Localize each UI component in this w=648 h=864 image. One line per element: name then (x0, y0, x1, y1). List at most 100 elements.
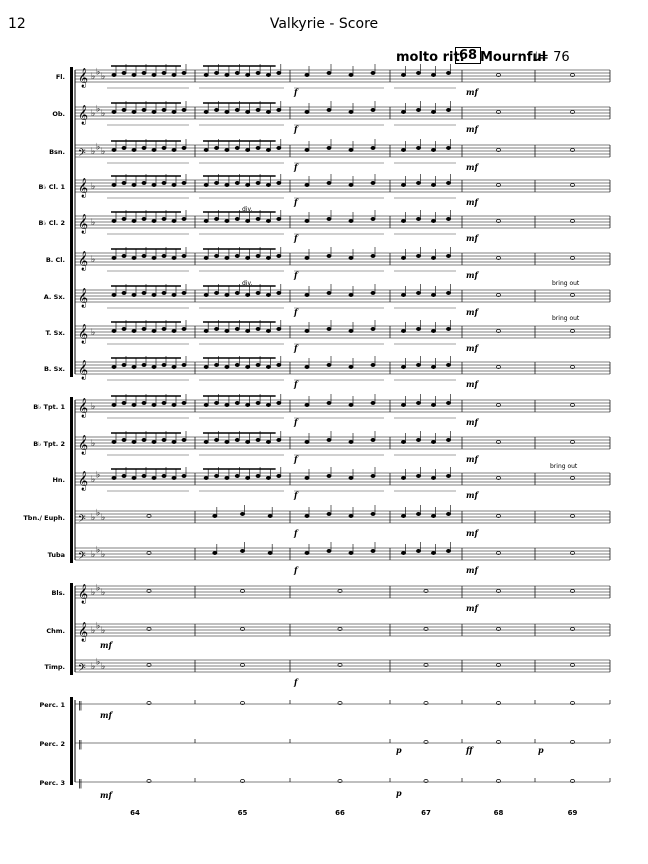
note-head (111, 183, 117, 187)
note-head (121, 474, 127, 478)
note-head (416, 549, 421, 553)
note-head (181, 108, 187, 112)
flat-icon: ♭ (91, 588, 95, 598)
flat-icon: ♭ (91, 147, 95, 157)
note-head (496, 551, 501, 555)
note-head (416, 401, 421, 405)
note-head (304, 440, 310, 444)
group-bracket (70, 397, 73, 563)
note-head (446, 363, 451, 367)
note-head (276, 181, 282, 185)
note-head (348, 514, 354, 518)
flat-icon: ♭ (91, 662, 95, 672)
note-head (151, 110, 157, 114)
note-head (181, 217, 187, 221)
flat-icon: ♭ (96, 105, 100, 115)
note-head (171, 440, 177, 444)
clef-icon: 𝄞 (78, 68, 88, 88)
note-head (245, 403, 251, 407)
flat-icon: ♭ (91, 626, 95, 636)
flat-icon: ♭ (101, 109, 105, 119)
clef-icon: 𝄞 (78, 324, 88, 344)
dynamic-marking: f (293, 87, 299, 97)
note-head (181, 291, 187, 295)
note-head (111, 329, 117, 333)
note-head (121, 217, 127, 221)
dynamic-marking: mf (466, 270, 479, 280)
instrument-label: B♭ Tpt. 1 (33, 403, 65, 411)
note-head (141, 254, 147, 258)
flat-icon: ♭ (101, 662, 105, 672)
note-head (265, 183, 271, 187)
flat-icon: ♭ (101, 147, 105, 157)
measure-number: 69 (568, 809, 578, 817)
note-head (234, 108, 240, 112)
note-head (234, 327, 240, 331)
flat-icon: ♭ (96, 546, 100, 556)
note-head (337, 701, 343, 705)
dynamic-marking: mf (466, 379, 479, 389)
note-head (401, 551, 406, 555)
dynamic-marking: f (293, 379, 299, 389)
note-head (326, 217, 332, 221)
instrument-label: Ob. (52, 110, 65, 118)
note-head (401, 403, 406, 407)
note-head (234, 217, 240, 221)
note-head (304, 73, 310, 77)
note-head (111, 403, 117, 407)
note-head (240, 512, 245, 516)
note-head (416, 474, 421, 478)
instrument-label: B. Sx. (44, 365, 65, 373)
note-head (111, 219, 117, 223)
note-head (255, 254, 261, 258)
note-head (265, 256, 271, 260)
note-head (203, 365, 209, 369)
bring-out-annotation: bring out (550, 463, 578, 470)
note-head (151, 476, 157, 480)
note-head (431, 514, 436, 518)
instrument-label: Bsn. (49, 148, 65, 156)
note-head (203, 183, 209, 187)
flat-icon: ♭ (91, 475, 95, 485)
note-head (496, 440, 501, 444)
note-head (224, 148, 230, 152)
note-head (234, 401, 240, 405)
note-head (131, 219, 137, 223)
instrument-label: Tbn./ Euph. (23, 514, 65, 522)
note-head (570, 589, 575, 593)
dynamic-marking: mf (466, 490, 479, 500)
note-head (446, 254, 451, 258)
note-head (255, 438, 261, 442)
dynamic-marking: mf (466, 565, 479, 575)
note-head (151, 256, 157, 260)
note-head (121, 71, 127, 75)
note-head (276, 71, 282, 75)
note-head (161, 217, 167, 221)
note-head (121, 108, 127, 112)
flat-icon: ♭ (96, 509, 100, 519)
dynamic-marking: f (293, 417, 299, 427)
note-head (304, 403, 310, 407)
note-head (401, 514, 406, 518)
note-head (370, 146, 376, 150)
note-head (431, 256, 436, 260)
bring-out-annotation: bring out (552, 315, 580, 322)
note-head (370, 474, 376, 478)
instrument-label: Tuba (48, 551, 65, 559)
instrument-label: B♭ Tpt. 2 (33, 440, 65, 448)
note-head (401, 110, 406, 114)
note-head (337, 663, 343, 667)
note-head (570, 293, 575, 297)
note-head (304, 148, 310, 152)
note-head (131, 403, 137, 407)
note-head (151, 148, 157, 152)
note-head (423, 627, 429, 631)
dynamic-marking: mf (466, 162, 479, 172)
group-bracket (70, 697, 73, 785)
note-head (431, 551, 436, 555)
dynamic-marking: f (293, 270, 299, 280)
note-head (446, 108, 451, 112)
note-head (151, 293, 157, 297)
note-head (446, 401, 451, 405)
note-head (224, 183, 230, 187)
